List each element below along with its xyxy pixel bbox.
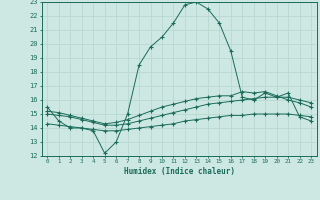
X-axis label: Humidex (Indice chaleur): Humidex (Indice chaleur): [124, 167, 235, 176]
